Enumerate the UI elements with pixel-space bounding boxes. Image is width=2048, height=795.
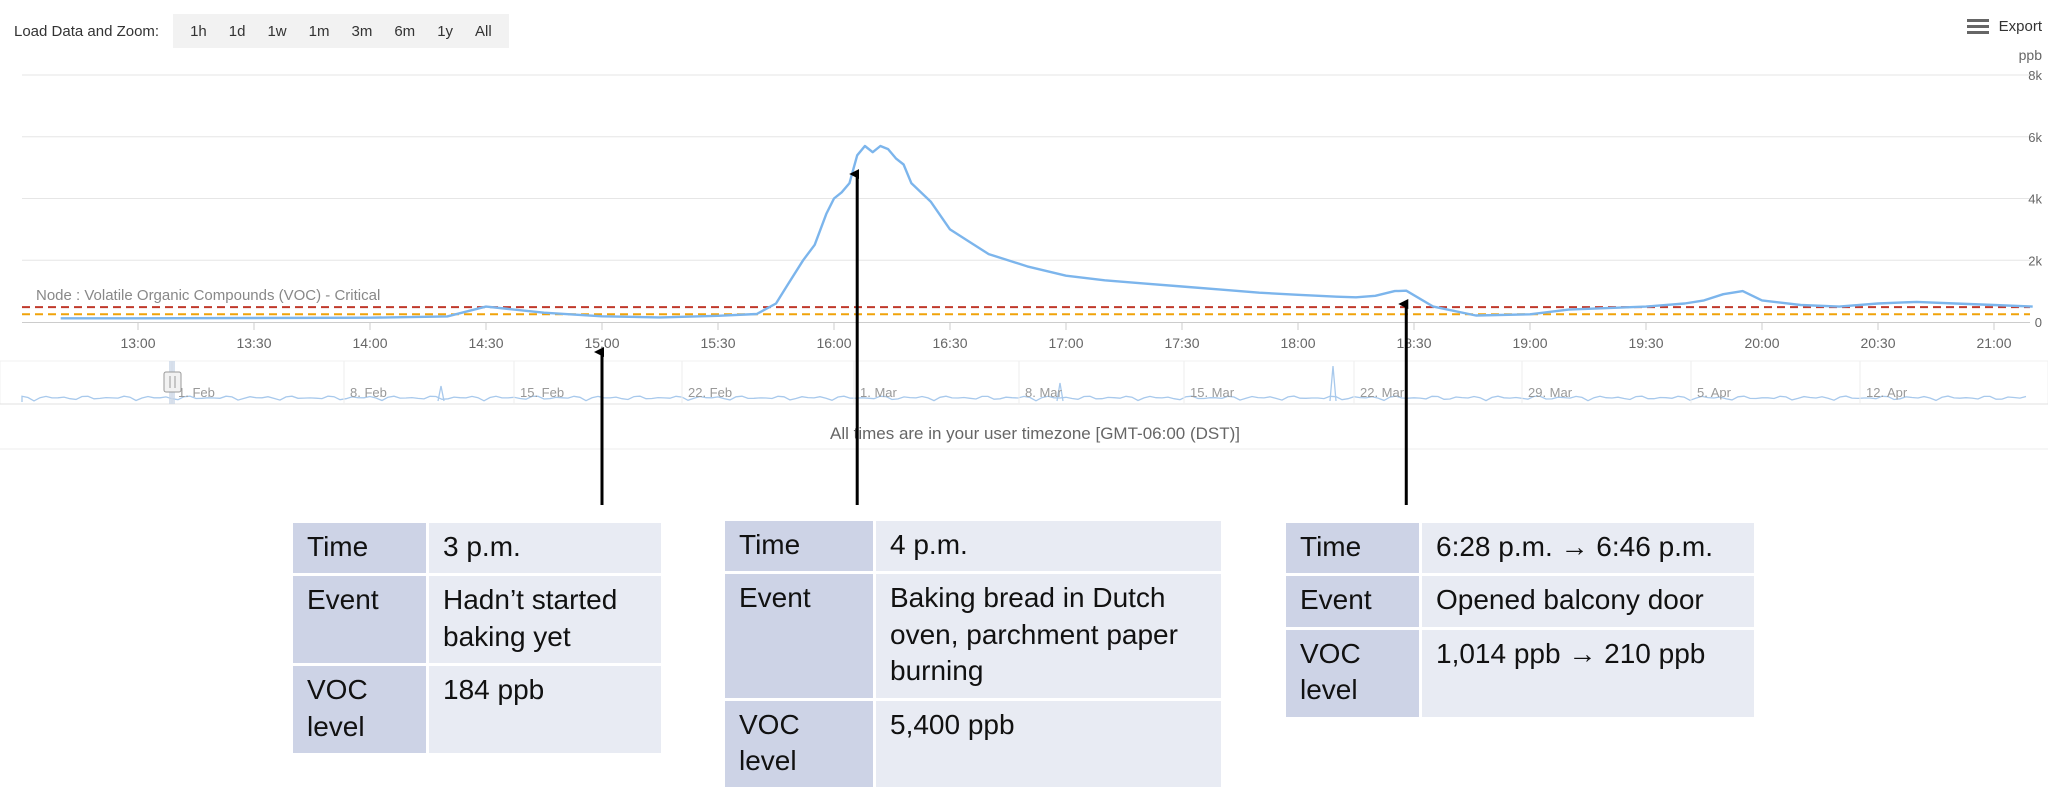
- x-tick-label: 17:00: [1048, 335, 1083, 351]
- navigator-spike: [1056, 382, 1064, 402]
- x-tick-label: 13:30: [236, 335, 271, 351]
- x-tick-label: 16:30: [932, 335, 967, 351]
- x-tick-label: 17:30: [1164, 335, 1199, 351]
- menu-icon: [1966, 16, 1989, 37]
- zoom-button-6m[interactable]: 6m: [394, 22, 416, 40]
- y-tick-label: 8k: [2028, 68, 2042, 83]
- grid-layer: [22, 74, 2030, 261]
- y-tick-label: 6k: [2028, 130, 2042, 145]
- navigator-label: 15. Feb: [520, 385, 564, 400]
- event-key: Event: [1283, 573, 1422, 630]
- navigator-label: 1. Feb: [178, 385, 215, 400]
- navigator-label: 1. Mar: [860, 385, 898, 400]
- navigator-spike: [1329, 365, 1337, 402]
- zoom-label: Load Data and Zoom:: [14, 22, 160, 40]
- navigator-label: 29. Mar: [1528, 385, 1573, 400]
- zoom-button-all[interactable]: All: [475, 22, 492, 40]
- annotation-table-628pm: Time 6:28 p.m. → 6:46 p.m. Event Opened …: [1283, 519, 1757, 720]
- navigator-handle: [163, 371, 182, 393]
- table-row: VOC level 184 ppb: [290, 663, 664, 756]
- voc-level-value: 184 ppb: [426, 663, 664, 756]
- event-key: Event: [290, 573, 429, 667]
- x-tick-label: 14:00: [352, 335, 387, 351]
- zoom-button-1y[interactable]: 1y: [437, 22, 454, 40]
- table-row: Event Opened balcony door: [1283, 573, 1757, 630]
- time-key: Time: [290, 519, 429, 577]
- time-value: 4 p.m.: [873, 517, 1224, 575]
- x-tick-label: 14:30: [468, 335, 503, 351]
- table-row: Event Baking bread in Dutch oven, parchm…: [722, 571, 1224, 701]
- navigator[interactable]: 1. Feb 8. Feb 15. Feb 22. Feb 1. Mar 8. Mar 15…: [0, 360, 2048, 450]
- time-key: Time: [1283, 519, 1422, 577]
- x-tick-label: 13:00: [120, 335, 155, 351]
- voc-series-line: [60, 144, 2033, 320]
- voc-level-key: VOC level: [290, 663, 429, 756]
- event-value: Opened balcony door: [1419, 573, 1757, 630]
- navigator-label: 12. Apr: [1866, 385, 1908, 400]
- x-tick-label: 20:30: [1860, 335, 1895, 351]
- threshold-label: Node : Volatile Organic Compounds (VOC) …: [36, 287, 380, 304]
- y-tick-label: 4k: [2028, 192, 2042, 207]
- zoom-button-1h[interactable]: 1h: [190, 22, 207, 40]
- time-value: 6:28 p.m. → 6:46 p.m.: [1419, 519, 1757, 577]
- navigator-label: 8. Mar: [1025, 385, 1063, 400]
- x-tick-label: 19:00: [1512, 335, 1547, 351]
- table-row: Event Hadn’t started baking yet: [290, 573, 664, 667]
- navigator-label: 5. Apr: [1697, 385, 1732, 400]
- zoom-button-3m[interactable]: 3m: [351, 22, 373, 40]
- x-tick-label: 19:30: [1628, 335, 1663, 351]
- navigator-spike: [437, 385, 445, 402]
- voc-level-value: 1,014 ppb → 210 ppb: [1419, 626, 1757, 720]
- table-row: Time 3 p.m.: [290, 519, 664, 577]
- voc-level-value: 5,400 ppb: [873, 697, 1224, 791]
- navigator-label: 22. Mar: [1360, 385, 1405, 400]
- threshold-layer: Node : Volatile Organic Compounds (VOC) …: [22, 287, 2030, 316]
- x-tick-label: 18:30: [1396, 335, 1431, 351]
- export-label: Export: [1998, 18, 2042, 35]
- voc-level-key: VOC level: [1283, 626, 1422, 720]
- time-key: Time: [722, 517, 876, 575]
- annotation-table-3pm: Time 3 p.m. Event Hadn’t started baking …: [290, 519, 664, 756]
- y-tick-label: 0: [2035, 315, 2042, 330]
- table-row: Time 4 p.m.: [722, 517, 1224, 575]
- zoom-button-1m[interactable]: 1m: [308, 22, 330, 40]
- x-tick-label: 18:00: [1280, 335, 1315, 351]
- zoom-button-1d[interactable]: 1d: [228, 22, 246, 40]
- table-row: VOC level 5,400 ppb: [722, 697, 1224, 791]
- zoom-button-1w[interactable]: 1w: [267, 22, 287, 40]
- x-tick-label: 15:00: [584, 335, 619, 351]
- x-tick-label: 21:00: [1976, 335, 2011, 351]
- voc-level-key: VOC level: [722, 697, 876, 791]
- y-unit-label: ppb: [2019, 47, 2043, 63]
- navigator-label: 8. Feb: [350, 385, 387, 400]
- annotation-table-4pm: Time 4 p.m. Event Baking bread in Dutch …: [722, 517, 1224, 791]
- zoom-toolbar: Load Data and Zoom: 1h 1d 1w 1m 3m 6m 1y…: [0, 14, 509, 48]
- timezone-note: All times are in your user timezone [GMT…: [830, 424, 1240, 443]
- table-row: Time 6:28 p.m. → 6:46 p.m.: [1283, 519, 1757, 577]
- time-value: 3 p.m.: [426, 519, 664, 577]
- event-value: Baking bread in Dutch oven, parchment pa…: [873, 571, 1224, 701]
- x-tick-label: 20:00: [1744, 335, 1779, 351]
- voc-chart: Node : Volatile Organic Compounds (VOC) …: [0, 47, 2048, 450]
- x-tick-label: 15:30: [700, 335, 735, 351]
- y-tick-label: 2k: [2028, 253, 2042, 268]
- x-tick-label: 16:00: [816, 335, 851, 351]
- zoom-button-group: 1h 1d 1w 1m 3m 6m 1y All: [173, 14, 509, 48]
- event-value: Hadn’t started baking yet: [426, 573, 664, 667]
- event-key: Event: [722, 571, 876, 701]
- navigator-label: 15. Mar: [1190, 385, 1235, 400]
- navigator-label: 22. Feb: [688, 385, 732, 400]
- series-layer: [60, 144, 2033, 320]
- table-row: VOC level 1,014 ppb → 210 ppb: [1283, 626, 1757, 720]
- export-button[interactable]: Export: [1966, 16, 2042, 37]
